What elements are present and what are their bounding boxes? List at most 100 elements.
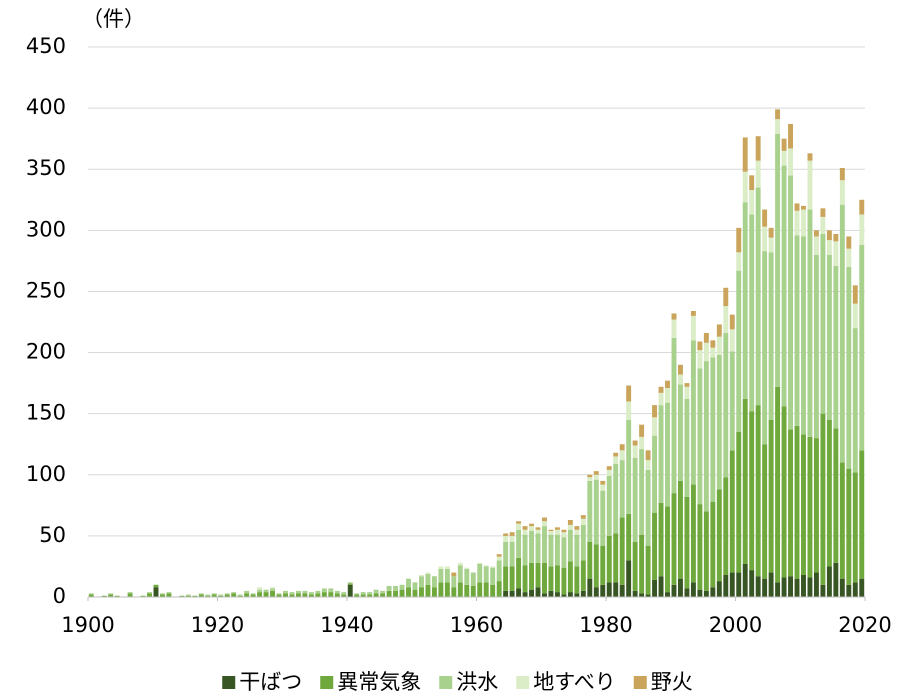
bar-segment	[665, 402, 670, 507]
bar-segment	[807, 577, 813, 597]
bar-segment	[483, 566, 489, 583]
bar-segment	[257, 587, 263, 590]
bar-segment	[451, 587, 457, 597]
y-tick-label: 0	[53, 584, 66, 608]
bar-segment	[425, 584, 431, 597]
bar-segment	[846, 584, 852, 597]
bar-segment	[270, 587, 275, 589]
bar-segment	[645, 594, 651, 597]
bar-segment	[399, 589, 405, 597]
bar-segment	[729, 314, 735, 330]
bar-segment	[367, 592, 373, 595]
bar-segment	[652, 417, 658, 436]
bar-segment	[626, 385, 632, 402]
bar-segment	[690, 315, 696, 341]
bar-segment	[516, 588, 522, 597]
bar-segment	[762, 578, 768, 597]
bar-segment	[671, 493, 677, 585]
bar-segment	[665, 380, 670, 388]
bar-segment	[535, 527, 541, 530]
bar-segment	[419, 587, 424, 597]
bar-segment	[794, 210, 800, 236]
bar-segment	[736, 270, 742, 432]
bar-segment	[626, 419, 632, 514]
bar-segment	[684, 588, 690, 597]
bar-segment	[600, 545, 606, 585]
bar-segment	[198, 593, 204, 595]
bar-segment	[295, 590, 301, 594]
bar-segment	[788, 124, 793, 149]
bar-segment	[833, 265, 839, 429]
bar-segment	[593, 471, 599, 475]
bar-segment	[807, 160, 813, 210]
legend-swatch	[633, 676, 647, 689]
bar-segment	[554, 534, 560, 566]
bar-segment	[179, 595, 185, 597]
y-tick-label: 100	[26, 462, 66, 486]
bar-segment	[723, 306, 729, 333]
bar-segment	[561, 594, 567, 597]
bar-segment	[775, 119, 781, 134]
bar-segment	[503, 542, 509, 567]
bar-segment	[729, 450, 735, 573]
bar-segment	[166, 593, 172, 597]
bar-segment	[639, 449, 645, 535]
bar-segment	[101, 595, 107, 597]
bar-segment	[218, 594, 224, 596]
bar-segment	[147, 593, 152, 597]
bar-segment	[619, 450, 625, 461]
bar-segment	[716, 355, 722, 490]
bar-segment	[671, 584, 677, 597]
bar-segment	[788, 175, 793, 430]
bar-segment	[600, 480, 606, 485]
bar-segment	[684, 386, 690, 399]
bar-segment	[762, 444, 768, 579]
bar-segment	[574, 526, 580, 530]
bar-segment	[639, 593, 645, 597]
bar-segment	[516, 523, 522, 530]
bar-segment	[360, 594, 366, 597]
bar-segment	[619, 584, 625, 597]
bar-segment	[755, 187, 761, 406]
bar-segment	[632, 542, 638, 591]
bar-segment	[645, 460, 651, 470]
bar-segment	[710, 587, 716, 597]
bar-segment	[833, 234, 839, 242]
bar-segment	[192, 595, 198, 597]
bar-segment	[114, 595, 120, 597]
bar-segment	[516, 529, 522, 558]
bar-segment	[729, 329, 735, 352]
bar-segment	[108, 594, 114, 597]
y-tick-label: 200	[26, 340, 66, 364]
bar-segment	[496, 554, 502, 557]
bar-segment	[710, 347, 716, 358]
bar-segment	[554, 527, 560, 530]
bar-segment	[431, 576, 437, 588]
bar-segment	[775, 386, 781, 583]
bar-segment	[658, 392, 664, 406]
bar-segment	[813, 438, 819, 573]
bar-segment	[574, 529, 580, 535]
bar-segment	[755, 160, 761, 188]
bar-segment	[639, 436, 645, 450]
bar-segment	[477, 562, 483, 564]
bar-segment	[302, 590, 308, 594]
bar-segment	[438, 566, 444, 569]
bar-segment	[522, 565, 528, 593]
bar-segment	[690, 311, 696, 316]
bar-segment	[373, 593, 379, 597]
y-tick-label: 300	[26, 217, 66, 241]
bar-segment	[710, 357, 716, 502]
bar-segment	[257, 589, 263, 593]
bar-segment	[671, 337, 677, 494]
bar-segment	[457, 565, 463, 583]
bar-segment	[606, 535, 612, 583]
bar-segment	[678, 578, 683, 597]
bar-segment	[736, 227, 742, 253]
bar-segment	[580, 524, 586, 561]
bar-segment	[794, 578, 800, 597]
bar-segment	[600, 584, 606, 597]
bar-segment	[723, 575, 729, 597]
bar-segment	[406, 578, 411, 588]
bar-segment	[839, 204, 845, 463]
